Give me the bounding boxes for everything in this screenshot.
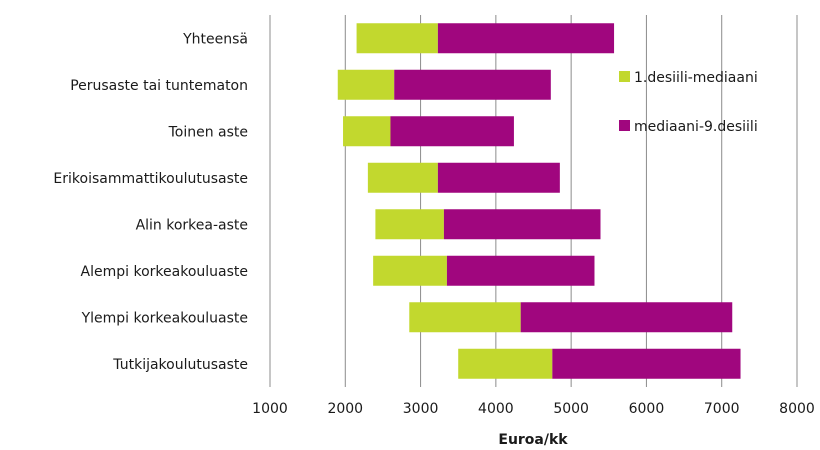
bar-series1-1 — [337, 69, 395, 100]
tick-label-7000: 7000 — [704, 401, 740, 417]
tick-labels: 1000 2000 3000 4000 5000 6000 7000 8000 — [252, 401, 815, 417]
bar-series2-6 — [520, 302, 733, 333]
legend-swatch-1 — [619, 71, 630, 82]
tick-label-4000: 4000 — [478, 401, 514, 417]
legend: 1.desiili-mediaani mediaani-9.desiili — [619, 70, 758, 135]
category-label: Erikoisammattikoulutusaste — [53, 171, 248, 187]
tick-label-8000: 8000 — [779, 401, 815, 417]
tick-label-6000: 6000 — [629, 401, 665, 417]
x-axis-title: Euroa/kk — [498, 432, 568, 448]
bar-series2-5 — [446, 255, 595, 286]
category-label: Tutkijakoulutusaste — [112, 357, 248, 373]
tick-label-1000: 1000 — [252, 401, 288, 417]
category-labels: Yhteensä Perusaste tai tuntematon Toinen a… — [53, 31, 248, 373]
bar-series1-6 — [409, 302, 521, 333]
bar-series2-1 — [394, 69, 551, 100]
legend-label-1: 1.desiili-mediaani — [634, 70, 758, 86]
legend-swatch-2 — [619, 120, 630, 131]
category-label: Perusaste tai tuntematon — [70, 78, 248, 94]
category-label: Toinen aste — [168, 124, 248, 140]
bar-series1-2 — [343, 116, 391, 147]
bar-series1-5 — [373, 255, 447, 286]
category-label: Alin korkea-aste — [136, 217, 248, 233]
bars — [337, 23, 741, 379]
tick-label-3000: 3000 — [403, 401, 439, 417]
category-label: Alempi korkeakouluaste — [81, 264, 248, 280]
category-label: Yhteensä — [182, 31, 248, 47]
bar-series1-3 — [367, 162, 438, 193]
bar-series1-4 — [375, 209, 444, 240]
bar-series2-2 — [390, 116, 514, 147]
bar-series1-7 — [458, 348, 553, 379]
tick-label-5000: 5000 — [553, 401, 589, 417]
legend-label-2: mediaani-9.desiili — [634, 119, 758, 135]
bar-series2-4 — [443, 209, 601, 240]
bar-series2-7 — [552, 348, 741, 379]
category-label: Ylempi korkeakouluaste — [81, 310, 248, 326]
bar-series1-0 — [356, 23, 438, 54]
bar-series2-3 — [437, 162, 560, 193]
tick-label-2000: 2000 — [327, 401, 363, 417]
bar-series2-0 — [437, 23, 615, 54]
